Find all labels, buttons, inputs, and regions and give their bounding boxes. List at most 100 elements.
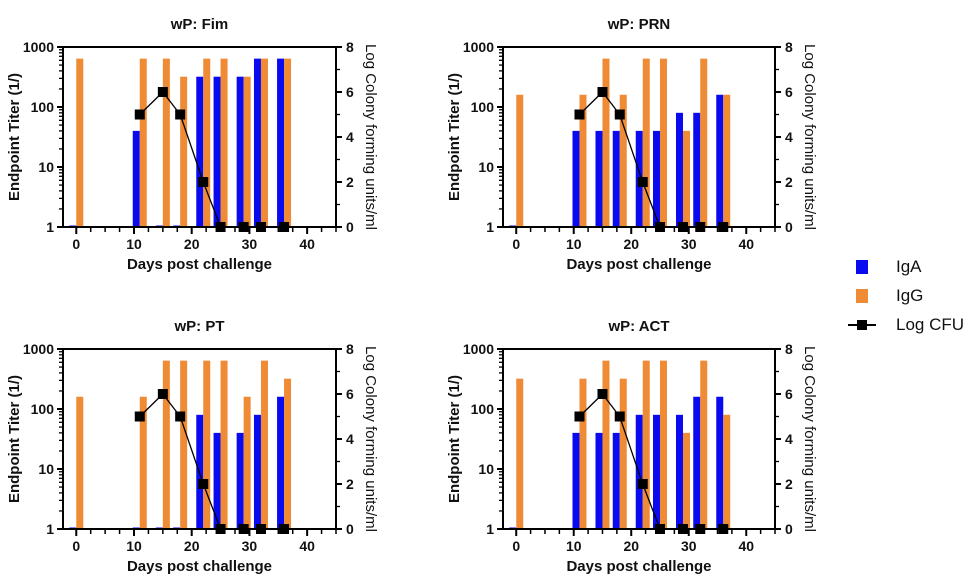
log-cfu-line-marker-icon [848, 318, 876, 332]
bar-igg [516, 94, 524, 227]
bar-iga [652, 130, 660, 227]
bar-igg [682, 130, 690, 227]
bar-iga [132, 130, 140, 227]
log-cfu-point [574, 109, 585, 120]
y2-tick-label: 8 [785, 341, 793, 357]
bar-igg [162, 360, 170, 529]
bar-iga [572, 432, 580, 529]
bar-igg [723, 414, 731, 529]
x-tick-label: 10 [126, 236, 142, 252]
bar-igg [516, 378, 524, 529]
bar-iga [253, 414, 261, 529]
y-tick-label: 10 [478, 159, 494, 175]
y2-tick-label: 2 [785, 476, 793, 492]
x-tick-label: 30 [242, 538, 258, 554]
log-cfu-point [175, 109, 186, 120]
chart-title: wP: Fim [170, 16, 229, 33]
bar-igg [203, 360, 211, 529]
chart-panel-wp-fim: wP: Fim 1 10 100 1000 0 2 4 6 8 0 10 20 30 40 Days post… [6, 16, 379, 273]
x-axis-label: Days post challenge [566, 256, 711, 273]
chart-panel-wp-prn: wP: PRN 1 10 100 1000 0 2 4 6 8 0 10 20 30 40 Days post… [446, 16, 818, 273]
log-cfu-point [654, 524, 665, 534]
bar-igg [700, 58, 708, 228]
y2-tick-label: 4 [346, 129, 354, 145]
y2-tick-label: 4 [346, 431, 354, 447]
log-cfu-point [157, 389, 168, 399]
bar-igg [579, 378, 587, 529]
y-tick-label: 10 [38, 461, 54, 477]
log-cfu-point [654, 222, 665, 232]
y-tick-label: 1000 [23, 39, 54, 55]
y-tick-label: 100 [471, 99, 495, 115]
log-cfu-point [215, 222, 226, 232]
bar-iga [612, 130, 620, 227]
bar-iga [572, 130, 580, 227]
y2-tick-label: 2 [346, 174, 354, 190]
bar-igg [284, 378, 292, 529]
bar-igg [260, 360, 268, 529]
x-tick-label: 20 [623, 538, 639, 554]
x-tick-label: 40 [738, 236, 754, 252]
bar-igg [659, 58, 667, 228]
y-tick-label: 100 [31, 99, 55, 115]
y-tick-label: 1 [486, 219, 494, 235]
bar-igg [139, 396, 147, 529]
y2-tick-label: 8 [346, 39, 354, 55]
y2-axis-label: Log Colony forming units/ml [362, 346, 379, 532]
chart-panel-wp-act: wP: ACT 1 10 100 1000 0 2 4 6 8 0 10 20 30 40 Days post… [446, 318, 818, 575]
bar-igg [659, 360, 667, 529]
y2-tick-label: 2 [346, 476, 354, 492]
y-tick-label: 1 [46, 521, 54, 537]
x-tick-label: 10 [566, 236, 582, 252]
bar-igg [284, 58, 292, 228]
iga-swatch [856, 259, 868, 274]
y-tick-label: 100 [31, 401, 55, 417]
x-axis-label: Days post challenge [566, 558, 711, 575]
log-cfu-point [695, 524, 706, 534]
legend-item-log-cfu: Log CFU [848, 310, 964, 339]
legend: IgA IgG Log CFU [848, 252, 964, 339]
x-tick-label: 30 [681, 236, 697, 252]
x-tick-label: 40 [299, 236, 315, 252]
log-cfu-point [637, 479, 648, 489]
y-tick-label: 10 [478, 461, 494, 477]
y2-tick-label: 4 [785, 431, 793, 447]
bar-igg [76, 396, 84, 529]
bar-iga [675, 112, 683, 227]
log-cfu-point [614, 109, 625, 120]
bar-igg [76, 58, 84, 228]
bar-iga [253, 58, 261, 228]
x-tick-label: 0 [512, 236, 520, 252]
log-cfu-point [157, 87, 168, 97]
y-tick-label: 1000 [463, 341, 494, 357]
y-tick-label: 100 [471, 401, 495, 417]
x-tick-label: 10 [566, 538, 582, 554]
log-cfu-point [175, 411, 186, 422]
y-tick-label: 1 [46, 219, 54, 235]
bar-iga [693, 396, 701, 529]
bar-iga [196, 76, 204, 227]
y2-axis-label: Log Colony forming units/ml [801, 44, 818, 230]
bar-iga [277, 396, 285, 529]
y2-tick-label: 8 [785, 39, 793, 55]
y2-tick-label: 6 [785, 84, 793, 100]
y-axis-label: Endpoint Titer (1/) [446, 375, 463, 503]
bar-iga [675, 414, 683, 529]
bar-igg [700, 360, 708, 529]
legend-item-igg: IgG [848, 281, 964, 310]
y2-axis-label: Log Colony forming units/ml [362, 44, 379, 230]
log-cfu-point [637, 177, 648, 187]
y-tick-label: 10 [38, 159, 54, 175]
log-cfu-point [215, 524, 226, 534]
y2-tick-label: 0 [346, 219, 354, 235]
bar-igg [260, 58, 268, 228]
x-tick-label: 20 [184, 538, 200, 554]
x-tick-label: 30 [242, 236, 258, 252]
bar-iga [595, 432, 603, 529]
chart-panel-wp-pt: wP: PT 1 10 100 1000 0 2 4 6 8 0 10 20 30 40 Days post … [6, 318, 379, 575]
y2-tick-label: 6 [346, 386, 354, 402]
x-tick-label: 0 [512, 538, 520, 554]
bar-igg [642, 58, 650, 228]
bar-iga [595, 130, 603, 227]
